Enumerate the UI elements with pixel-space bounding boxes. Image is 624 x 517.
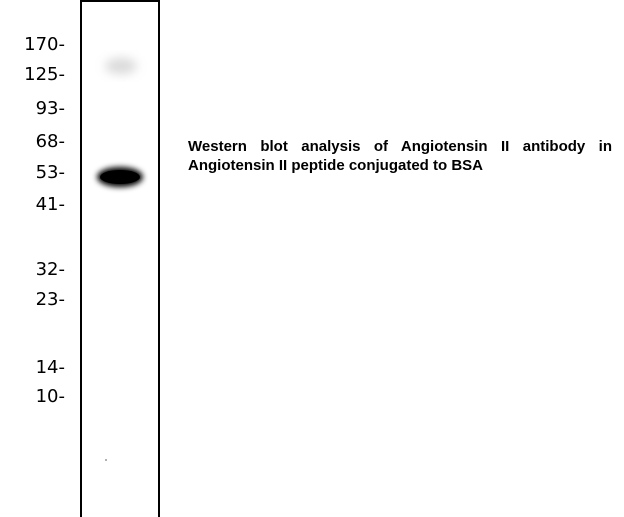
marker-label: 10- — [36, 387, 65, 407]
faint-band — [105, 58, 137, 74]
marker-label: 170- — [24, 35, 65, 55]
figure: 170- 125- 93- 68- 53- 41- 32- 23- 14- 10- Western… — [0, 0, 624, 517]
marker-label: 68- — [36, 132, 65, 152]
main-band-core — [100, 170, 140, 184]
marker-label: 23- — [36, 290, 65, 310]
lane — [81, 1, 159, 517]
marker-label: 41- — [36, 195, 65, 215]
marker-label: 32- — [36, 260, 65, 280]
speck — [105, 459, 107, 461]
blot — [0, 0, 624, 517]
marker-label: 14- — [36, 358, 65, 378]
marker-label: 53- — [36, 163, 65, 183]
marker-label: 93- — [36, 99, 65, 119]
marker-label: 125- — [24, 65, 65, 85]
caption: Western blot analysis of Angiotensin II … — [188, 137, 612, 175]
